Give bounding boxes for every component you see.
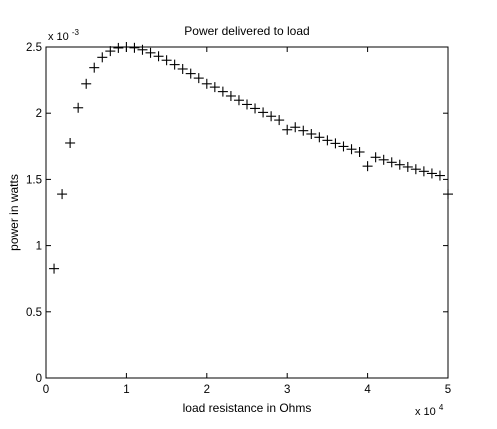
- data-point: [410, 164, 421, 175]
- data-point: [121, 42, 132, 52]
- x-tick-label: 1: [123, 384, 129, 396]
- data-point: [322, 135, 333, 146]
- data-point: [225, 90, 236, 101]
- data-point: [233, 95, 244, 106]
- x-tick-label: 4: [364, 384, 371, 396]
- data-point: [426, 168, 437, 179]
- y-tick-label: 0: [36, 373, 42, 385]
- data-point: [402, 161, 413, 172]
- data-point: [217, 86, 228, 97]
- data-point: [113, 42, 124, 53]
- data-point: [177, 63, 188, 74]
- data-point: [242, 99, 252, 110]
- y-axis-ticks: 0 0.5 1 1.5 2 2.5: [26, 42, 448, 385]
- x-multiplier-exponent: 4: [439, 403, 444, 412]
- data-point: [97, 52, 108, 63]
- x-tick-label: 5: [445, 384, 451, 396]
- x-tick-label: 0: [43, 384, 49, 396]
- y-tick-label: 2: [36, 108, 42, 120]
- data-point: [370, 152, 381, 163]
- data-point: [73, 102, 84, 113]
- data-point: [153, 51, 164, 62]
- data-point: [89, 62, 100, 73]
- data-point: [346, 144, 357, 155]
- x-axis-multiplier: x 10 4: [415, 403, 444, 418]
- y-axis-multiplier: x 10 -3: [48, 28, 80, 43]
- data-point: [145, 47, 156, 58]
- data-point: [298, 125, 309, 136]
- data-point: [274, 115, 285, 126]
- data-point: [330, 138, 341, 149]
- data-point: [394, 159, 405, 170]
- data-point: [290, 122, 301, 133]
- data-point: [443, 189, 453, 200]
- data-point: [161, 55, 172, 66]
- data-point: [258, 107, 269, 118]
- data-point: [418, 166, 429, 177]
- y-multiplier-exponent: -3: [72, 28, 80, 37]
- data-point: [57, 189, 68, 200]
- data-point: [49, 263, 60, 274]
- y-tick-label: 1.5: [26, 174, 42, 186]
- data-point: [386, 157, 397, 168]
- data-point: [169, 59, 180, 70]
- data-point: [81, 78, 92, 89]
- data-point: [378, 154, 389, 165]
- data-point: [193, 73, 204, 84]
- data-point: [362, 161, 373, 172]
- data-point: [354, 146, 365, 157]
- data-point: [105, 46, 116, 57]
- data-point: [306, 128, 317, 139]
- data-point: [250, 103, 261, 114]
- x-multiplier-base: x 10: [415, 406, 436, 418]
- chart-title: Power delivered to load: [184, 24, 309, 38]
- x-axis-label: load resistance in Ohms: [183, 401, 312, 415]
- y-axis-label: power in watts: [7, 174, 21, 251]
- data-markers: [49, 42, 453, 274]
- data-point: [314, 132, 325, 143]
- data-point: [65, 137, 76, 148]
- data-point: [185, 68, 196, 79]
- data-point: [282, 124, 293, 135]
- data-point: [434, 170, 445, 181]
- data-point: [201, 78, 212, 89]
- data-point: [129, 42, 140, 53]
- data-point: [338, 141, 349, 152]
- y-tick-label: 0.5: [26, 307, 42, 319]
- y-tick-label: 2.5: [26, 42, 42, 54]
- data-point: [137, 44, 148, 55]
- data-point: [266, 111, 277, 122]
- data-point: [209, 82, 220, 93]
- y-multiplier-base: x 10: [48, 31, 69, 43]
- x-tick-label: 2: [204, 384, 210, 396]
- y-tick-label: 1: [36, 241, 42, 253]
- x-tick-label: 3: [284, 384, 290, 396]
- plot-area-frame: [45, 46, 449, 379]
